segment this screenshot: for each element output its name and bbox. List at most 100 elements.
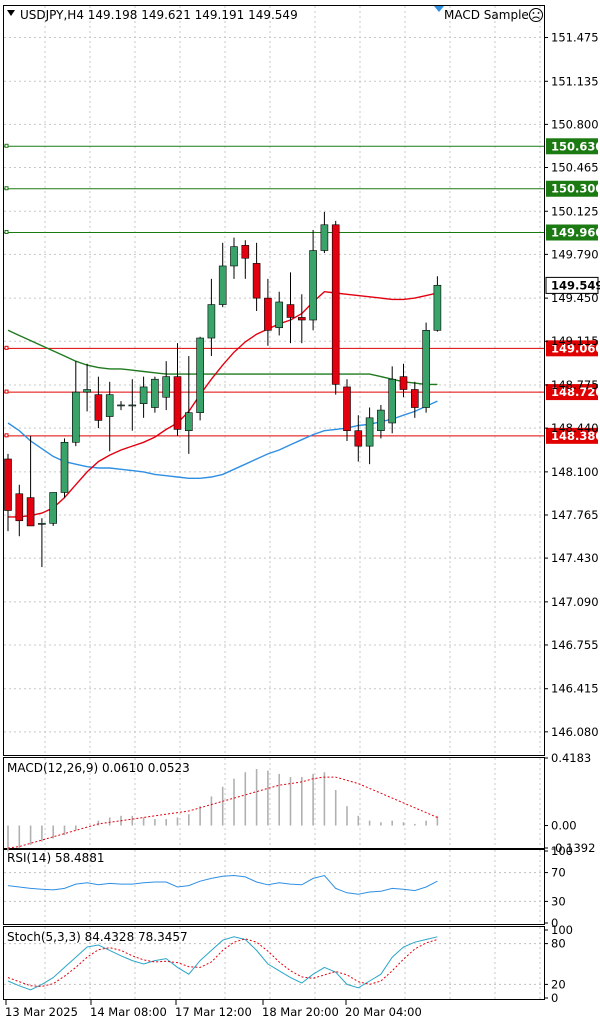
candle-body[interactable] [365, 417, 374, 447]
candle-body[interactable] [422, 330, 430, 408]
rsi-tick-label: 70 [551, 866, 566, 880]
macd-plot-frame[interactable] [3, 757, 545, 849]
candle-body[interactable] [286, 304, 295, 318]
candle-body[interactable] [38, 523, 46, 525]
level-price-label: 150.630 [551, 139, 600, 153]
rsi-tick-label: 30 [551, 894, 566, 908]
candle-body[interactable] [4, 458, 12, 511]
price-tick-label: 147.765 [551, 508, 599, 522]
candle-body[interactable] [15, 493, 24, 522]
candle-body[interactable] [264, 297, 272, 331]
candle-body[interactable] [185, 412, 193, 431]
price-tick-label: 146.080 [551, 725, 599, 739]
rsi-line [7, 874, 438, 895]
candle-body[interactable] [139, 386, 148, 404]
current-price-label: 149.549 [551, 278, 600, 292]
candle-body[interactable] [433, 284, 442, 331]
candle-body[interactable] [354, 430, 363, 447]
macd-tick-label: 0.00 [551, 819, 577, 833]
level-price-badge[interactable] [546, 180, 598, 197]
time-tick-label: 17 Mar 12:00 [175, 1005, 252, 1019]
level-price-label: 149.060 [551, 341, 600, 355]
rsi-tick-label: 0 [551, 916, 558, 930]
time-tick-label: 14 Mar 08:00 [90, 1005, 167, 1019]
candle-body[interactable] [162, 376, 170, 398]
candle-body[interactable] [72, 391, 80, 443]
stoch-d-line [7, 938, 438, 987]
level-anchor-handle[interactable] [4, 186, 9, 191]
candle-body[interactable] [331, 224, 340, 385]
candle-body[interactable] [377, 409, 385, 431]
price-axis: 151.475 151.135 150.800 150.465 150.125 149.7… [544, 31, 599, 739]
candle-body[interactable] [297, 317, 306, 321]
time-tick-label: 20 Mar 04:00 [345, 1005, 422, 1019]
price-tick-label: 150.125 [551, 204, 599, 218]
candle-body[interactable] [117, 404, 125, 407]
candle-body[interactable] [218, 265, 227, 305]
level-price-badge[interactable] [546, 224, 598, 241]
candle-body[interactable] [320, 224, 329, 251]
candles[interactable] [4, 211, 442, 568]
grid-lines [4, 6, 544, 999]
level-price-badge[interactable] [546, 427, 598, 444]
candle-body[interactable] [207, 304, 216, 339]
macd-tick-label: 0.4183 [551, 751, 591, 765]
price-tick-label: 151.475 [551, 31, 599, 45]
price-tick-label: 146.415 [551, 682, 599, 696]
stoch-label: Stoch(5,3,3) 84.4328 78.3457 [7, 930, 188, 944]
candle-body[interactable] [388, 378, 397, 424]
symbol-dropdown-icon[interactable] [7, 10, 15, 16]
price-tick-label: 148.100 [551, 465, 599, 479]
candle-body[interactable] [83, 389, 91, 393]
price-tick-label: 150.465 [551, 161, 599, 175]
price-tick-label: 147.430 [551, 551, 599, 565]
stoch-tick-label: 20 [551, 977, 566, 991]
level-price-badge[interactable] [546, 340, 598, 357]
level-anchor-handle[interactable] [4, 345, 9, 350]
level-lines[interactable]: 150.630 150.300 149.960 149.060 148.720 148.3… [4, 138, 600, 444]
candle-body[interactable] [343, 386, 351, 431]
level-anchor-handle[interactable] [4, 433, 9, 438]
main-plot-frame[interactable] [3, 5, 545, 756]
candle-body[interactable] [49, 492, 58, 524]
candle-body[interactable] [241, 245, 250, 259]
candle-body[interactable] [399, 376, 408, 390]
macd-pane: 0.4183 0.00 -0.1392 [7, 751, 595, 855]
candle-body[interactable] [252, 263, 261, 299]
stoch-tick-label: 80 [551, 937, 566, 951]
candle-body[interactable] [196, 337, 204, 413]
price-tick-label: 150.800 [551, 117, 599, 131]
candle-body[interactable] [173, 376, 182, 430]
macd-label: MACD(12,26,9) 0.0610 0.0523 [7, 761, 190, 775]
level-anchor-handle[interactable] [4, 230, 9, 235]
rsi-label: RSI(14) 58.4881 [7, 851, 105, 865]
level-price-badge[interactable] [546, 384, 598, 401]
price-tick-label: 151.135 [551, 74, 599, 88]
price-tick-label: 149.115 [551, 334, 599, 348]
level-price-badge[interactable] [546, 138, 598, 155]
expert-arrow-icon[interactable] [434, 6, 444, 12]
candle-body[interactable] [309, 250, 317, 321]
ma-mid-line [7, 329, 438, 386]
level-anchor-handle[interactable] [4, 389, 9, 394]
candle-body[interactable] [94, 394, 103, 421]
sad-face-icon[interactable] [529, 8, 543, 22]
level-anchor-handle[interactable] [4, 143, 9, 148]
stoch-k-line [7, 936, 438, 991]
rsi-tick-label: 100 [551, 844, 573, 858]
rsi-plot-frame[interactable] [3, 849, 545, 925]
candle-body[interactable] [230, 246, 238, 267]
candle-body[interactable] [410, 389, 419, 408]
candle-body[interactable] [60, 441, 69, 493]
current-price-badge[interactable] [545, 276, 599, 294]
stoch-plot-frame[interactable] [3, 926, 545, 1000]
price-tick-label: 146.755 [551, 638, 599, 652]
candle-body[interactable] [275, 301, 284, 329]
candle-body[interactable] [128, 404, 137, 407]
stoch-tick-label: 0 [551, 991, 558, 1005]
candle-body[interactable] [26, 497, 35, 527]
candle-body[interactable] [151, 378, 159, 408]
candle-body[interactable] [105, 394, 114, 417]
